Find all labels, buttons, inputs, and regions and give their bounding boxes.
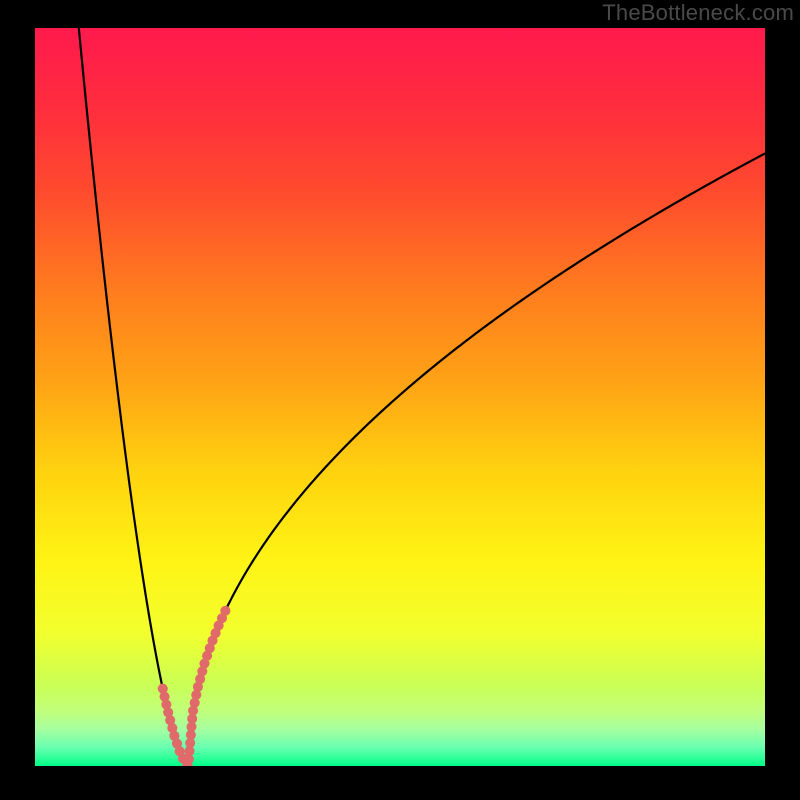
bottleneck-plot [35, 28, 765, 766]
attribution-text: TheBottleneck.com [602, 0, 794, 26]
gradient-background [35, 28, 765, 766]
plot-svg [35, 28, 765, 766]
